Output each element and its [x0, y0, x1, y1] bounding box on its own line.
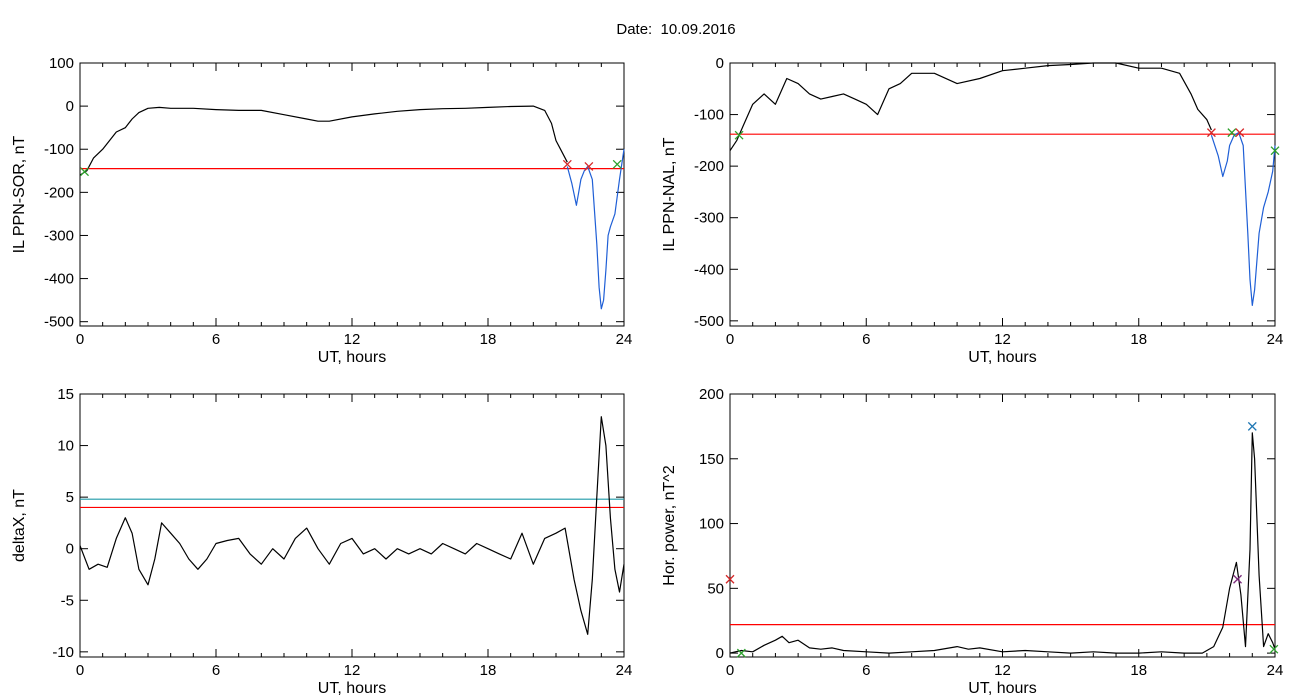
event-marker	[1206, 128, 1216, 138]
event-marker	[1269, 644, 1279, 654]
event-marker-stroke	[562, 159, 572, 169]
y-tick-label: 10	[57, 438, 74, 455]
event-marker-stroke	[734, 130, 744, 140]
x-tick-label: 24	[616, 662, 633, 679]
y-tick-label: 5	[66, 489, 74, 506]
series-line	[566, 149, 625, 310]
y-axis-title: deltaX, nT	[11, 489, 28, 562]
x-tick-label: 0	[76, 331, 84, 348]
event-marker-stroke	[736, 648, 746, 658]
event-marker-stroke	[1235, 128, 1245, 138]
y-tick-label: -200	[44, 184, 74, 201]
y-tick-label: 100	[49, 55, 74, 72]
event-marker-stroke	[612, 159, 622, 169]
x-tick-label: 12	[994, 662, 1011, 679]
event-marker	[562, 159, 572, 169]
event-marker-stroke	[725, 574, 735, 584]
event-marker-stroke	[80, 167, 89, 177]
plot-frame	[729, 393, 1276, 658]
event-marker	[1247, 421, 1257, 431]
x-tick-label: 18	[480, 662, 497, 679]
x-tick-label: 24	[1267, 331, 1284, 348]
event-marker-stroke	[584, 162, 594, 171]
y-tick-label: 50	[707, 580, 724, 597]
y-axis-title: IL PPN-NAL, nT	[661, 137, 678, 251]
y-tick-label: -10	[52, 644, 74, 661]
x-tick-label: 12	[994, 331, 1011, 348]
y-tick-label: -100	[44, 141, 74, 158]
y-tick-label: 0	[66, 541, 74, 558]
x-tick-label: 24	[1267, 662, 1284, 679]
y-tick-label: 0	[716, 645, 724, 662]
panel-ppn-nal: 0 6 12 18 24 0 -100 -200 -300 -400 -500 UT, hours IL…	[661, 55, 1283, 366]
series-line	[729, 432, 1276, 654]
plot-frame	[79, 62, 625, 327]
x-tick-label: 18	[1130, 662, 1147, 679]
event-marker-stroke	[1227, 128, 1237, 138]
x-axis-title: UT, hours	[318, 680, 386, 697]
series-line	[79, 105, 568, 176]
event-marker	[80, 167, 89, 177]
y-tick-label: 200	[699, 386, 724, 403]
x-tick-label: 6	[212, 662, 220, 679]
event-marker	[1233, 574, 1242, 584]
y-tick-label: -500	[694, 313, 724, 330]
x-axis-title: UT, hours	[968, 680, 1036, 697]
x-tick-label: 18	[1130, 331, 1147, 348]
y-tick-label: 150	[699, 451, 724, 468]
event-marker	[1270, 146, 1280, 156]
y-axis-title: IL PPN-SOR, nT	[11, 135, 28, 253]
y-tick-label: -400	[694, 261, 724, 278]
event-marker	[736, 648, 746, 658]
y-tick-label: -300	[694, 210, 724, 227]
x-tick-label: 0	[726, 662, 734, 679]
y-tick-label: 0	[66, 98, 74, 115]
event-marker	[1235, 128, 1245, 138]
x-tick-label: 24	[616, 331, 633, 348]
x-tick-label: 6	[212, 331, 220, 348]
series-line	[729, 62, 1212, 152]
x-tick-label: 12	[344, 331, 361, 348]
x-tick-label: 6	[862, 331, 870, 348]
x-tick-label: 12	[344, 662, 361, 679]
series-line	[1210, 132, 1276, 306]
event-marker-stroke	[1270, 146, 1280, 156]
y-tick-label: 0	[716, 55, 724, 72]
event-marker	[584, 162, 594, 171]
event-marker	[612, 159, 622, 169]
event-marker	[725, 574, 735, 584]
y-tick-label: -5	[61, 592, 74, 609]
figure-title: Date: 10.09.2016	[616, 21, 735, 38]
y-axis-title: Hor. power, nT^2	[661, 465, 678, 586]
y-tick-label: -200	[694, 158, 724, 175]
panel-deltax: 0 6 12 18 24 15 10 5 0 -5 -10 UT, hours deltaX, nT	[11, 386, 632, 697]
x-tick-label: 0	[726, 331, 734, 348]
y-tick-label: 100	[699, 516, 724, 533]
x-tick-label: 0	[76, 662, 84, 679]
panel-horizontal-power: 0 6 12 18 24 200 150 100 50 0 UT, hours Hor. power,…	[661, 386, 1283, 697]
y-tick-label: -100	[694, 107, 724, 124]
event-marker	[734, 130, 744, 140]
x-axis-title: UT, hours	[968, 349, 1036, 366]
y-tick-label: -400	[44, 271, 74, 288]
x-axis-title: UT, hours	[318, 349, 386, 366]
x-tick-label: 18	[480, 331, 497, 348]
plot-frame	[729, 62, 1276, 327]
event-marker-stroke	[1206, 128, 1216, 138]
event-marker-stroke	[1247, 421, 1257, 431]
series-line	[79, 416, 625, 635]
y-tick-label: -500	[44, 314, 74, 331]
y-tick-label: 15	[57, 386, 74, 403]
panel-ppn-sor: 0 6 12 18 24 100 0 -100 -200 -300 -400 -500 UT, hour…	[11, 55, 632, 366]
event-marker	[1227, 128, 1237, 138]
event-marker-stroke	[1233, 574, 1242, 584]
event-marker-stroke	[1269, 644, 1279, 654]
y-tick-label: -300	[44, 227, 74, 244]
x-tick-label: 6	[862, 662, 870, 679]
